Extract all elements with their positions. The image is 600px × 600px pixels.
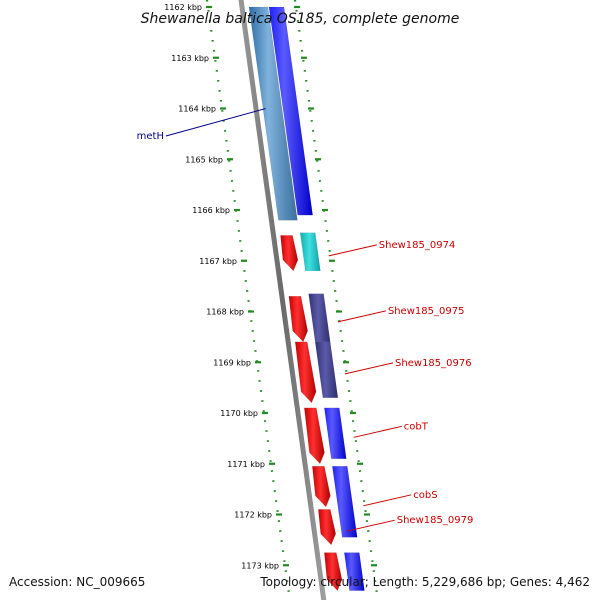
gene-label-leader bbox=[363, 494, 412, 507]
gene-label-shew185_0979[interactable]: Shew185_0979 bbox=[397, 515, 474, 526]
tick-label: 1170 kbp bbox=[220, 409, 258, 418]
gene-cobt[interactable] bbox=[324, 407, 347, 459]
tick-label: 1169 kbp bbox=[213, 358, 251, 367]
gene-label-leader bbox=[346, 519, 395, 532]
gene-labels: metH Shew185_0974 Shew185_0975 Shew185_0976… bbox=[137, 108, 474, 532]
gene-label-leader bbox=[344, 362, 394, 375]
gene-label-leader bbox=[328, 244, 377, 257]
gene-reverse-13[interactable] bbox=[324, 552, 343, 592]
gene-forward-1[interactable] bbox=[268, 6, 313, 216]
tick-label: 1166 kbp bbox=[192, 206, 230, 215]
gene-reverse-8[interactable] bbox=[304, 407, 325, 465]
ruler-left bbox=[205, 0, 291, 600]
gene-reverse-10[interactable] bbox=[312, 466, 331, 508]
gene-meth[interactable] bbox=[248, 6, 298, 221]
topology-text: Topology: circular; Length: 5,229,686 bp… bbox=[259, 575, 590, 589]
gene-shew185_0979[interactable] bbox=[318, 509, 336, 546]
gene-shew185_0976[interactable] bbox=[314, 341, 339, 399]
gene-forward-14[interactable] bbox=[344, 552, 365, 591]
gene-label-leader bbox=[353, 425, 402, 438]
tick-label: 1164 kbp bbox=[178, 105, 216, 114]
gene-shew185_0975[interactable] bbox=[308, 293, 331, 343]
tick-label: 1167 kbp bbox=[199, 257, 237, 266]
accession-text: Accession: NC_009665 bbox=[9, 575, 145, 589]
tick-label: 1172 kbp bbox=[234, 511, 272, 520]
tick-label: 1173 kbp bbox=[241, 561, 279, 570]
tick-labels: 1162 kbp 1163 kbp 1164 kbp 1165 kbp 1166 kbp… bbox=[164, 3, 279, 570]
gene-label-shew185_0975[interactable]: Shew185_0975 bbox=[388, 306, 465, 317]
gene-cobs[interactable] bbox=[332, 466, 358, 538]
gene-label-leader bbox=[337, 310, 386, 323]
gene-reverse-2[interactable] bbox=[280, 235, 299, 272]
tick-label: 1162 kbp bbox=[164, 3, 202, 12]
genome-backbone bbox=[238, 0, 327, 600]
gene-label-leader bbox=[165, 108, 266, 137]
gene-reverse-6[interactable] bbox=[294, 341, 317, 404]
gene-shew185_0974[interactable] bbox=[299, 232, 321, 272]
gene-label-meth[interactable]: metH bbox=[137, 131, 164, 142]
gene-reverse-4[interactable] bbox=[288, 296, 308, 343]
tick-label: 1163 kbp bbox=[171, 54, 209, 63]
gene-track bbox=[248, 6, 365, 592]
ruler-dots bbox=[293, 0, 379, 600]
map-title: Shewanella baltica OS185, complete genom… bbox=[141, 11, 460, 27]
backbone-line bbox=[238, 0, 327, 600]
tick-label: 1168 kbp bbox=[206, 308, 244, 317]
gene-label-shew185_0976[interactable]: Shew185_0976 bbox=[395, 358, 472, 369]
gene-label-cobt[interactable]: cobT bbox=[404, 421, 429, 432]
gene-label-shew185_0974[interactable]: Shew185_0974 bbox=[379, 240, 456, 251]
gene-label-cobs[interactable]: cobS bbox=[413, 490, 437, 501]
tick-label: 1165 kbp bbox=[185, 155, 223, 164]
ruler-right bbox=[293, 0, 379, 600]
tick-label: 1171 kbp bbox=[227, 460, 265, 469]
